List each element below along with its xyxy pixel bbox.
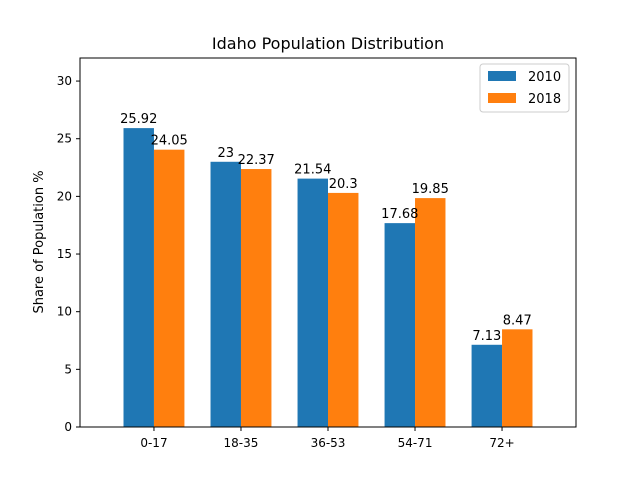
bar-2018-72+ (502, 329, 533, 427)
legend: 2010 2018 (479, 63, 570, 113)
bar-value-label: 17.68 (381, 207, 418, 222)
bar-value-label: 8.47 (503, 313, 532, 328)
bar-2010-54-71 (384, 223, 416, 427)
bar-value-label: 21.54 (294, 163, 331, 178)
legend-swatch-2018 (488, 93, 516, 103)
bar-value-label: 24.05 (151, 134, 188, 149)
x-tick-label: 18-35 (224, 436, 259, 450)
y-tick-label: 25 (57, 132, 72, 146)
y-tick-label: 10 (57, 305, 72, 319)
bar-2018-36-53 (328, 192, 359, 427)
bar-value-label: 20.3 (329, 177, 358, 192)
bar-value-label: 19.85 (412, 182, 449, 197)
bar-2010-36-53 (297, 178, 328, 427)
axes-group: 0 5 10 15 20 25 30 0-17 18-35 36-53 54-71 72+ (57, 57, 577, 450)
y-tick-label: 30 (57, 74, 72, 88)
bar-labels-group: 25.92 23 21.54 17.68 7.13 24.05 22.37 20.3 19.85… (120, 112, 532, 344)
x-tick-label: 72+ (489, 436, 514, 450)
bar-value-label: 23 (217, 146, 234, 161)
bar-value-label: 25.92 (120, 112, 157, 127)
legend-label-2010: 2010 (528, 70, 561, 85)
legend-swatch-2010 (488, 71, 516, 81)
y-tick-label: 5 (64, 362, 72, 376)
y-tick-label: 15 (57, 247, 72, 261)
y-tick-label: 0 (64, 420, 72, 434)
x-tick-label: 0-17 (140, 436, 167, 450)
bar-2010-0-17 (123, 128, 154, 428)
bar-2010-18-35 (210, 161, 241, 427)
bars-group (123, 128, 533, 428)
bar-value-label: 7.13 (472, 329, 501, 344)
bar-2018-54-71 (415, 198, 446, 427)
bar-2018-18-35 (240, 169, 272, 427)
x-tick-label: 54-71 (398, 436, 433, 450)
x-tick-label: 36-53 (311, 436, 346, 450)
legend-label-2018: 2018 (528, 92, 561, 107)
y-axis-label: Share of Population % (32, 170, 47, 313)
bar-2018-0-17 (153, 149, 185, 427)
bar-value-label: 22.37 (238, 153, 275, 168)
bar-2010-72+ (471, 344, 503, 427)
chart-title: Idaho Population Distribution (212, 34, 444, 53)
y-tick-label: 20 (57, 189, 72, 203)
